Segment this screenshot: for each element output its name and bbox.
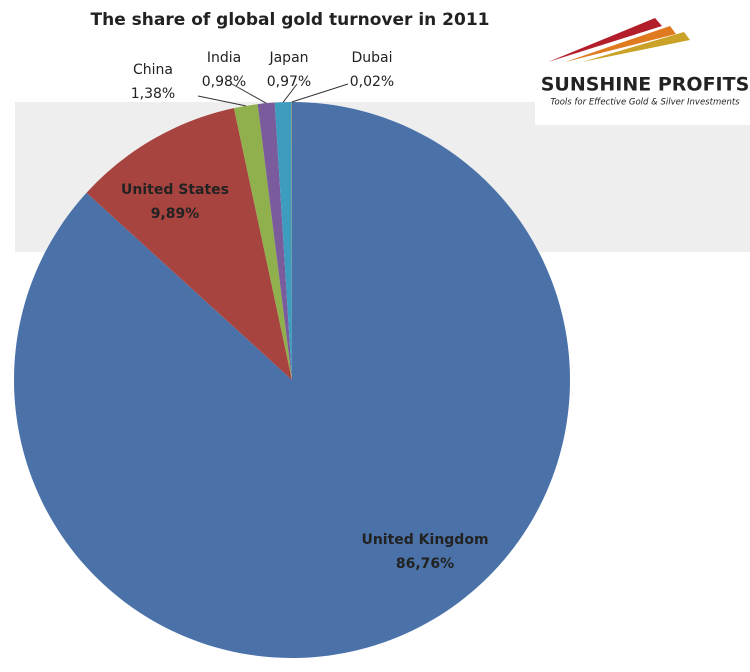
slice-value-label: 86,76% xyxy=(396,556,454,572)
pie-slice xyxy=(233,104,292,380)
logo-box xyxy=(535,0,750,125)
slice-value-label: 9,89% xyxy=(151,206,200,222)
pie-slice xyxy=(274,102,292,381)
slice-label: India xyxy=(207,50,241,66)
slice-label: United States xyxy=(121,182,229,198)
leader-line xyxy=(291,83,349,103)
leader-line xyxy=(231,83,267,104)
logo-name: SUNSHINE PROFITS xyxy=(541,74,750,96)
logo-mark xyxy=(548,18,690,62)
slice-label: United Kingdom xyxy=(361,532,488,548)
slice-value-label: 0,97% xyxy=(267,74,311,90)
logo-tagline: Tools for Effective Gold & Silver Invest… xyxy=(550,98,740,108)
slice-label: China xyxy=(133,62,173,78)
slice-value-label: 0,02% xyxy=(350,74,394,90)
slice-value-label: 1,38% xyxy=(131,86,175,102)
pie-slice xyxy=(86,108,292,380)
chart-title: The share of global gold turnover in 201… xyxy=(91,10,490,30)
slice-label: Dubai xyxy=(351,50,392,66)
leader-line xyxy=(282,83,298,103)
slice-value-label: 0,98% xyxy=(202,74,246,90)
pie-slice xyxy=(257,102,292,380)
slice-label: Japan xyxy=(268,50,308,66)
leader-line xyxy=(197,95,246,107)
